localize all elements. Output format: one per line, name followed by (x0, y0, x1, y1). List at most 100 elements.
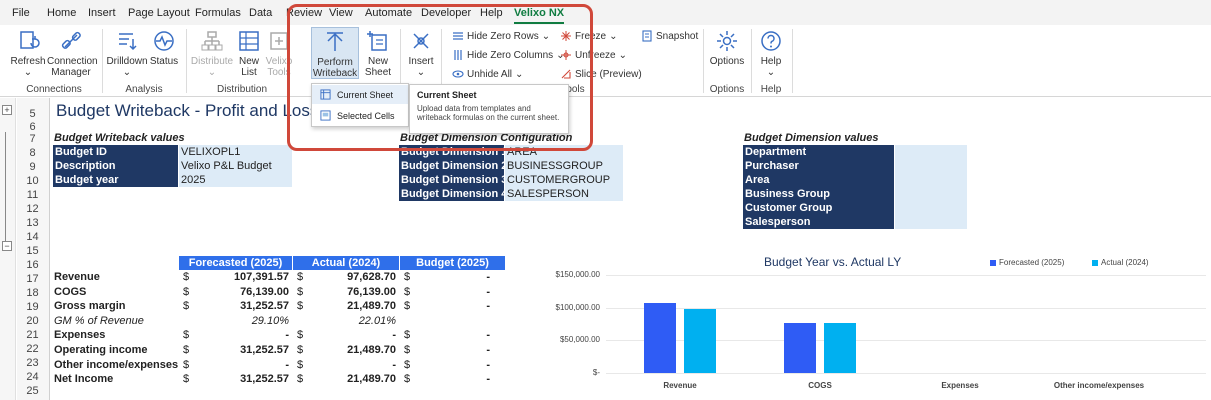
currency-symbol[interactable]: $ (404, 271, 411, 283)
tab-view[interactable]: View (329, 7, 353, 19)
currency-symbol[interactable]: $ (297, 329, 304, 342)
currency-symbol[interactable]: $ (183, 329, 190, 342)
currency-symbol[interactable]: $ (404, 344, 411, 356)
dim-value-label[interactable]: Customer Group (743, 201, 894, 215)
connection-manager-button[interactable]: Connection Manager (47, 29, 98, 78)
row-header[interactable]: 15 (26, 245, 39, 257)
menu-item-current-sheet[interactable]: Current Sheet (312, 85, 408, 104)
velixo-tools-button[interactable]: Velixo Tools (264, 29, 294, 78)
tab-velixo-nx[interactable]: Velixo NX (514, 7, 565, 24)
dim-config-value-3[interactable]: CUSTOMERGROUP (505, 173, 623, 187)
pnl-row-label[interactable]: Operating income (54, 344, 148, 356)
insert-button[interactable]: Insert ⌄ (406, 29, 436, 78)
dim-config-value-4[interactable]: SALESPERSON (505, 187, 623, 201)
dim-value-label[interactable]: Salesperson (743, 215, 894, 229)
options-button[interactable]: Options (708, 29, 746, 67)
tab-page-layout[interactable]: Page Layout (128, 7, 190, 19)
currency-symbol[interactable]: $ (183, 300, 190, 313)
pnl-actual-value[interactable]: - (392, 329, 396, 342)
currency-symbol[interactable]: $ (297, 271, 304, 283)
pnl-actual-value[interactable]: 97,628.70 (347, 271, 396, 283)
dim-value-label[interactable]: Department (743, 145, 894, 159)
unfreeze-button[interactable]: Unfreeze ⌄ (560, 49, 627, 61)
chart-bar[interactable] (684, 309, 716, 373)
row-header[interactable]: 16 (26, 259, 39, 271)
tab-insert[interactable]: Insert (88, 7, 116, 19)
help-button[interactable]: Help ⌄ (756, 29, 786, 78)
hide-zero-columns-button[interactable]: Hide Zero Columns ⌄ (452, 49, 565, 61)
currency-symbol[interactable]: $ (297, 344, 304, 356)
pnl-row-label[interactable]: Gross margin (54, 300, 126, 313)
pnl-row-label[interactable]: COGS (54, 285, 87, 298)
status-button[interactable]: Status (149, 29, 179, 67)
tab-formulas[interactable]: Formulas (195, 7, 241, 19)
pnl-actual-value[interactable]: - (392, 358, 396, 371)
pnl-row-label[interactable]: Other income/expenses (54, 358, 179, 371)
currency-symbol[interactable]: $ (404, 300, 411, 313)
pnl-forecasted-value[interactable]: 31,252.57 (240, 300, 289, 313)
pnl-forecasted-value[interactable]: 31,252.57 (240, 373, 289, 386)
pnl-forecasted-value[interactable]: 107,391.57 (233, 271, 289, 283)
pnl-budget-value[interactable]: - (486, 271, 490, 283)
pnl-budget-value[interactable]: - (486, 300, 490, 313)
dim-config-label-2[interactable]: Budget Dimension 2 (399, 159, 508, 173)
pnl-actual-value[interactable]: 21,489.70 (347, 300, 396, 313)
description-label[interactable]: Description (53, 159, 178, 173)
dim-value-input[interactable] (895, 159, 967, 173)
pnl-actual-value[interactable]: 21,489.70 (347, 373, 396, 386)
freeze-button[interactable]: Freeze ⌄ (560, 30, 618, 42)
pnl-row-label[interactable]: Net Income (54, 373, 114, 386)
slice-preview-button[interactable]: Slice (Preview) (560, 68, 642, 80)
chart-bar[interactable] (824, 323, 856, 373)
expand-group-button[interactable]: + (2, 105, 12, 115)
row-header[interactable]: 9 (29, 161, 36, 173)
unhide-all-button[interactable]: Unhide All ⌄ (452, 68, 523, 80)
menu-item-selected-cells[interactable]: Selected Cells (312, 106, 408, 125)
tab-help[interactable]: Help (480, 7, 503, 19)
currency-symbol[interactable]: $ (297, 300, 304, 313)
pnl-forecasted-value[interactable]: - (285, 329, 289, 342)
currency-symbol[interactable]: $ (297, 285, 304, 298)
row-header[interactable]: 25 (26, 385, 39, 397)
budget-year-label[interactable]: Budget year (53, 173, 178, 187)
dim-value-input[interactable] (895, 173, 967, 187)
chart-bar[interactable] (644, 302, 676, 373)
pnl-forecasted-value[interactable]: 76,139.00 (240, 285, 289, 298)
chart-bar[interactable] (784, 323, 816, 373)
row-header[interactable]: 17 (26, 273, 39, 285)
pnl-actual-value[interactable]: 21,489.70 (347, 344, 396, 356)
currency-symbol[interactable]: $ (404, 329, 411, 342)
budget-year-value[interactable]: 2025 (179, 173, 292, 187)
currency-symbol[interactable]: $ (297, 373, 304, 386)
pnl-actual-value[interactable]: 22.01% (358, 314, 396, 327)
snapshot-button[interactable]: Snapshot (641, 30, 698, 42)
dim-value-input[interactable] (895, 201, 967, 215)
collapse-group-button[interactable]: − (2, 241, 12, 251)
tab-review[interactable]: Review (286, 7, 323, 19)
distribute-button[interactable]: Distribute ⌄ (190, 29, 234, 78)
dim-value-input[interactable] (895, 145, 967, 159)
budget-id-value[interactable]: VELIXOPL1 (179, 145, 292, 159)
row-header[interactable]: 14 (26, 231, 39, 243)
currency-symbol[interactable]: $ (404, 358, 411, 371)
pnl-budget-value[interactable]: - (486, 344, 490, 356)
row-header[interactable]: 19 (26, 301, 39, 313)
pnl-forecasted-value[interactable]: 29.10% (251, 314, 289, 327)
tab-developer[interactable]: Developer (421, 7, 472, 19)
row-header[interactable]: 10 (26, 175, 39, 187)
dim-config-label-1[interactable]: Budget Dimension 1 (399, 145, 508, 159)
dim-config-value-2[interactable]: BUSINESSGROUP (505, 159, 623, 173)
currency-symbol[interactable]: $ (183, 285, 190, 298)
currency-symbol[interactable]: $ (183, 271, 190, 283)
pnl-row-label[interactable]: Revenue (54, 271, 100, 283)
description-value[interactable]: Velixo P&L Budget (179, 159, 292, 173)
currency-symbol[interactable]: $ (183, 344, 190, 356)
pnl-budget-value[interactable]: - (486, 285, 490, 298)
row-header[interactable]: 12 (26, 203, 39, 215)
budget-id-label[interactable]: Budget ID (53, 145, 178, 159)
row-header[interactable]: 20 (26, 315, 39, 327)
currency-symbol[interactable]: $ (404, 373, 411, 386)
dim-value-input[interactable] (895, 187, 967, 201)
tab-file[interactable]: File (12, 7, 30, 19)
